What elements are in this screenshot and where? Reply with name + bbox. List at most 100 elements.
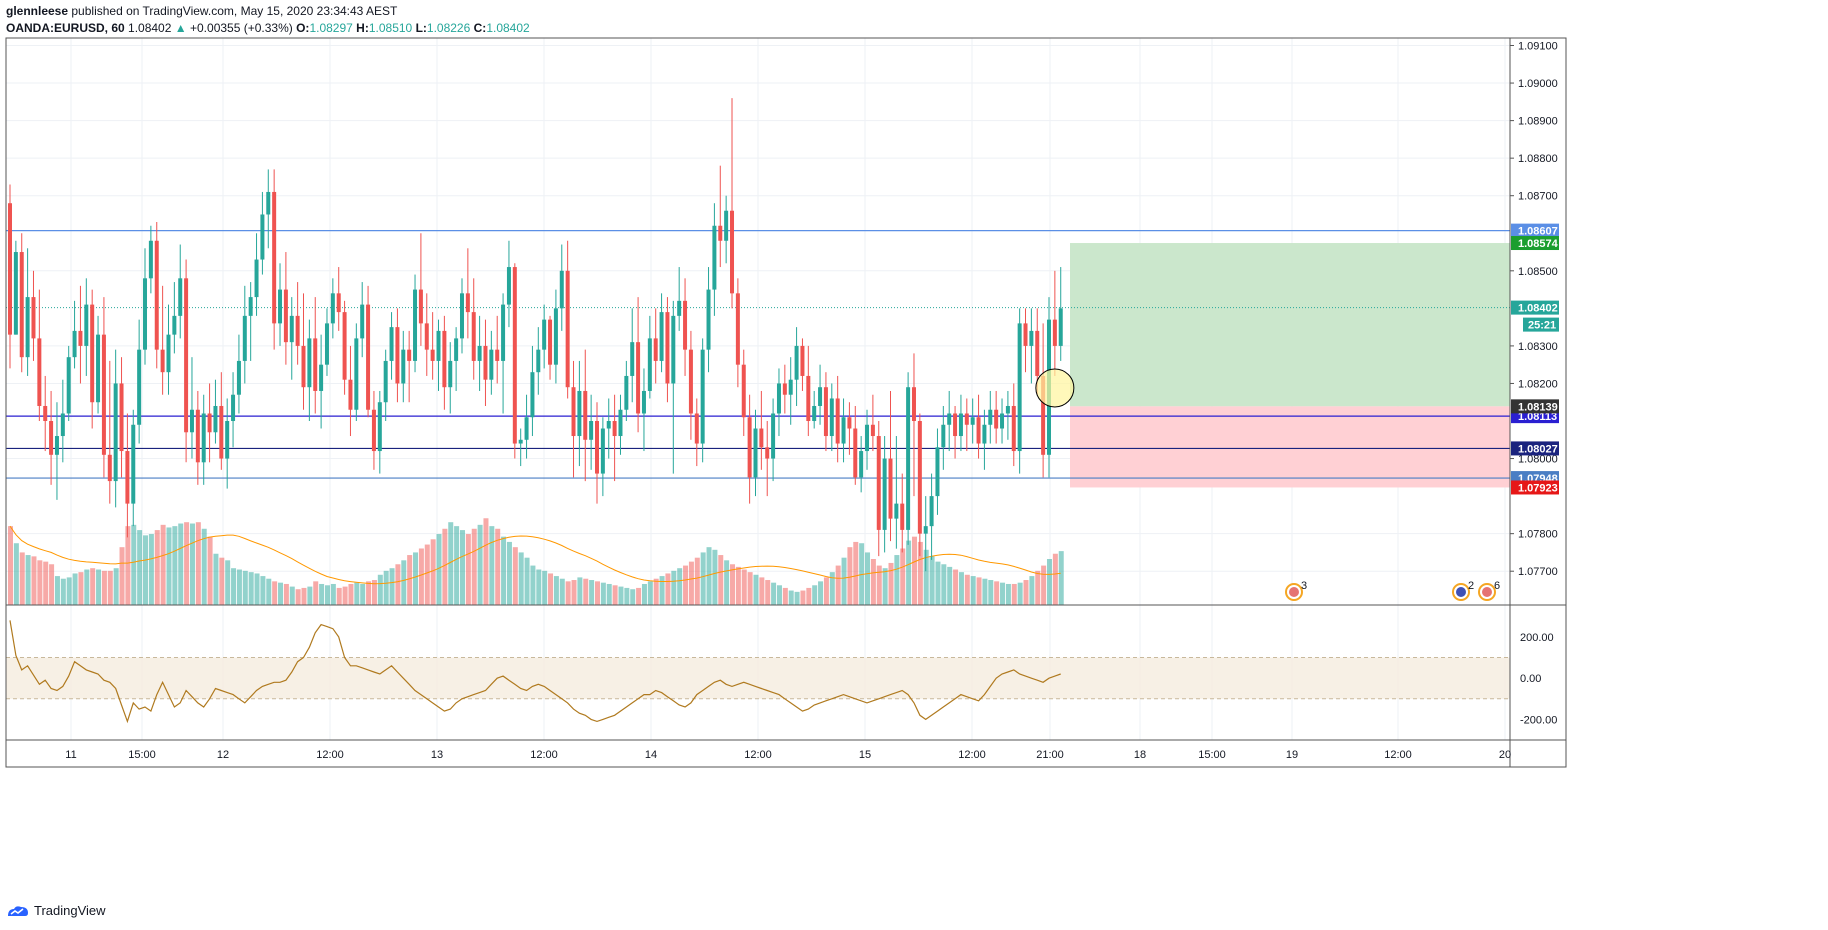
time-tick-label: 12:00	[1384, 749, 1412, 761]
price-tag-label: 1.08607	[1518, 226, 1558, 238]
volume-bar	[1005, 583, 1011, 605]
symbol-label[interactable]: OANDA:EURUSD, 60	[6, 21, 125, 35]
volume-bar	[307, 586, 313, 605]
volume-bar	[794, 591, 800, 605]
volume-bar	[25, 555, 31, 605]
volume-bar	[1011, 583, 1017, 605]
volume-bar	[788, 590, 794, 605]
up-arrow-icon: ▲	[174, 21, 187, 35]
volume-bar	[553, 576, 559, 605]
volume-bar	[958, 572, 964, 605]
candle-body	[113, 383, 118, 482]
volume-bar	[882, 568, 888, 605]
volume-bar	[900, 548, 906, 605]
close-label: C:	[473, 21, 487, 35]
volume-bar	[630, 589, 636, 605]
candle-body	[911, 387, 916, 422]
volume-bar	[1058, 551, 1064, 605]
candle-body	[401, 349, 406, 384]
volume-bar	[436, 534, 442, 605]
volume-bar	[242, 570, 248, 605]
candle-body	[812, 405, 817, 422]
candle-body	[941, 424, 946, 448]
price-tick-label: 1.09000	[1518, 78, 1558, 90]
volume-bar	[1023, 580, 1029, 605]
candle-body	[72, 330, 77, 358]
candle-body	[542, 319, 547, 350]
volume-bar	[671, 570, 677, 605]
volume-bar	[377, 574, 383, 605]
candle-body	[289, 315, 294, 343]
candle-body	[107, 454, 112, 482]
economic-events[interactable]: 3 2 6	[1285, 580, 1500, 601]
volume-bar	[606, 583, 612, 605]
candle-body	[935, 447, 940, 497]
candle-body	[800, 345, 805, 376]
volume-bar	[459, 530, 465, 605]
price-axis[interactable]: 1.09100 1.09000 1.08900 1.08800 1.08700 1.085…	[1510, 41, 1558, 579]
candle-body	[342, 312, 347, 380]
candle-body	[395, 327, 400, 384]
volume-bar	[418, 548, 424, 605]
volume-bar	[348, 583, 354, 605]
volume-bar	[765, 580, 771, 605]
event-count: 6	[1494, 580, 1500, 592]
volume-bar	[283, 583, 289, 605]
indicator-tick-label: 200.00	[1520, 632, 1554, 644]
candle-body	[712, 225, 717, 290]
countdown-tag	[1523, 317, 1559, 332]
volume-bar	[272, 581, 278, 605]
volume-bar	[207, 536, 213, 605]
volume-bar	[148, 534, 154, 605]
candle-body	[278, 289, 283, 324]
volume-bar	[712, 549, 718, 605]
volume-bar	[96, 569, 102, 605]
candle-body	[424, 323, 429, 350]
time-tick-label: 18	[1134, 749, 1146, 761]
volume-bar	[360, 583, 366, 605]
candle-body	[647, 338, 652, 391]
highlight-circle	[1035, 368, 1075, 408]
volume-bar	[195, 522, 201, 605]
candle-body	[624, 375, 629, 410]
time-tick-label: 12:00	[316, 749, 344, 761]
author-name[interactable]: glennleese	[6, 4, 69, 18]
candle-body	[1011, 405, 1016, 452]
candle-body	[371, 409, 376, 452]
volume-bar	[747, 572, 753, 605]
candle-body	[982, 424, 987, 444]
candle-body	[947, 413, 952, 425]
candle-body	[101, 334, 106, 455]
candle-body	[659, 312, 664, 361]
time-axis[interactable]: 11 15:00 12 12:00 13 12:00 14 12:00 15 12:00 21:00…	[65, 749, 1511, 761]
tradingview-brand[interactable]: TradingView	[6, 903, 106, 918]
volume-bar	[506, 541, 512, 605]
position-zones[interactable]	[1070, 243, 1510, 488]
candle-body	[78, 330, 83, 346]
volume-bar	[254, 573, 260, 605]
volume-bar	[530, 565, 536, 605]
volume-bar	[829, 572, 835, 605]
volume-bar	[894, 555, 900, 605]
countdown-label: 25:21	[1528, 320, 1556, 332]
candle-body	[671, 315, 676, 384]
volume-bar	[471, 528, 477, 605]
time-tick-label: 11	[65, 749, 76, 761]
volume-bar	[19, 552, 25, 605]
volume-bar	[319, 583, 325, 605]
horizontal-levels[interactable]	[6, 230, 1510, 479]
candle-body	[906, 387, 911, 530]
candle-body	[964, 413, 969, 425]
low-label: L:	[415, 21, 427, 35]
candle-body	[900, 503, 905, 530]
tradingview-logo-icon	[8, 905, 28, 916]
volume-bar	[37, 560, 43, 605]
price-tag-label: 1.08574	[1518, 238, 1559, 250]
candle-body	[1058, 308, 1063, 346]
volume-bar	[184, 522, 190, 605]
volume-bar	[548, 573, 554, 605]
candle-body	[148, 240, 153, 279]
volume-bar	[665, 573, 671, 605]
candle-body	[976, 417, 981, 444]
